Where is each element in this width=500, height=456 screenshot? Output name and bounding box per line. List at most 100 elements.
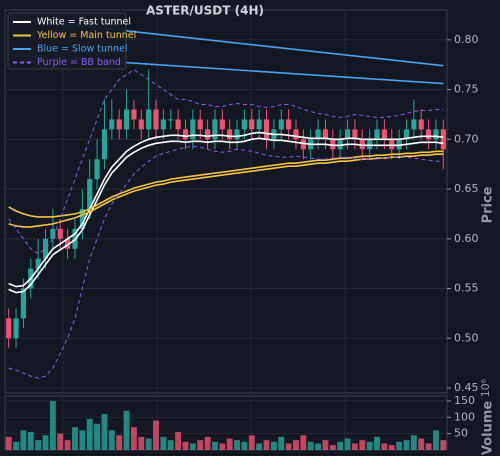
volume-bar bbox=[189, 443, 196, 450]
candle-body bbox=[131, 109, 137, 120]
volume-bar bbox=[285, 443, 292, 450]
volume-offset: 10⁶ bbox=[479, 378, 492, 397]
volume-bar bbox=[234, 440, 240, 450]
candle-body bbox=[367, 139, 373, 150]
volume-bar bbox=[27, 432, 34, 450]
volume-bar bbox=[307, 441, 314, 450]
candle-body bbox=[322, 129, 329, 140]
volume-bar bbox=[226, 438, 233, 450]
volume-bar bbox=[86, 418, 93, 450]
y-tick-label: 0.45 bbox=[454, 381, 479, 394]
y-tick-label: 0.70 bbox=[454, 132, 479, 145]
candle-body bbox=[13, 318, 19, 339]
volume-bar bbox=[425, 443, 432, 450]
volume-bar bbox=[248, 435, 255, 450]
legend-label: Blue = Slow tunnel bbox=[37, 44, 128, 55]
price-panel bbox=[4, 9, 448, 394]
volume-bar bbox=[182, 441, 189, 450]
y-tick-label: 0.65 bbox=[454, 182, 479, 195]
volume-bar bbox=[388, 445, 395, 450]
volume-bar bbox=[212, 441, 218, 450]
candle-body bbox=[440, 129, 446, 150]
volume-panel bbox=[4, 395, 448, 451]
candle-body bbox=[6, 318, 12, 339]
candle-body bbox=[389, 139, 395, 150]
volume-bar bbox=[418, 438, 425, 450]
y-tick-label: 0.50 bbox=[454, 331, 479, 344]
volume-bar bbox=[42, 435, 49, 450]
tunnel-line bbox=[8, 131, 444, 288]
candle-body bbox=[263, 119, 270, 140]
candle-body bbox=[344, 129, 351, 140]
volume-bar bbox=[351, 443, 358, 450]
candle-body bbox=[411, 119, 417, 130]
legend: White = Fast tunnel Yellow = Main tunnel B… bbox=[7, 12, 136, 70]
candle-body bbox=[234, 129, 240, 140]
legend-label: Yellow = Main tunnel bbox=[36, 30, 136, 41]
candle-body bbox=[182, 129, 189, 140]
candle-body bbox=[330, 139, 336, 150]
volume-bar bbox=[197, 440, 204, 450]
candle-body bbox=[315, 129, 321, 140]
volume-bar bbox=[145, 438, 152, 450]
candle-body bbox=[116, 119, 122, 130]
volume-bar bbox=[35, 440, 42, 450]
y-tick-label: 50 bbox=[454, 427, 468, 440]
volume-bar bbox=[270, 441, 277, 450]
volume-bar bbox=[329, 445, 336, 450]
volume-bar bbox=[366, 441, 373, 450]
candle-body bbox=[403, 129, 410, 140]
volume-bar bbox=[300, 435, 307, 450]
candle-body bbox=[241, 119, 247, 130]
y-tick-label: 150 bbox=[454, 394, 475, 407]
candle-body bbox=[79, 208, 85, 229]
candle-body bbox=[433, 129, 439, 140]
chart-title: ASTER/USDT (4H) bbox=[146, 4, 264, 18]
legend-label: White = Fast tunnel bbox=[37, 17, 131, 28]
candle-body bbox=[396, 139, 402, 150]
volume-bar bbox=[359, 440, 366, 450]
candle-body bbox=[175, 119, 181, 130]
candle-body bbox=[160, 119, 166, 130]
volume-bar bbox=[49, 400, 56, 450]
candle-body bbox=[278, 119, 284, 130]
candle-body bbox=[359, 139, 365, 150]
candle-body bbox=[249, 119, 255, 130]
candle-body bbox=[65, 238, 71, 249]
volume-bar bbox=[64, 440, 71, 450]
volume-bar bbox=[175, 432, 182, 450]
candle-body bbox=[337, 139, 343, 150]
volume-bar bbox=[108, 430, 115, 450]
volume-bar bbox=[13, 441, 19, 450]
candle-body bbox=[138, 119, 144, 130]
candle-body bbox=[227, 129, 233, 140]
volume-bar bbox=[57, 433, 64, 450]
candle-body bbox=[50, 228, 56, 239]
candle-body bbox=[219, 119, 225, 130]
candle-body bbox=[197, 119, 203, 130]
volume-bar bbox=[344, 438, 351, 450]
candle-body bbox=[101, 129, 108, 160]
volume-bar bbox=[116, 435, 123, 450]
candle-body bbox=[205, 129, 211, 140]
candle-body bbox=[42, 238, 49, 259]
volume-bar bbox=[256, 443, 263, 450]
volume-bar bbox=[20, 430, 27, 450]
volume-bar bbox=[322, 440, 329, 450]
volume-bar bbox=[101, 414, 108, 450]
tunnel-line bbox=[8, 150, 444, 218]
candle-body bbox=[374, 129, 380, 140]
y-tick-label: 0.60 bbox=[454, 232, 479, 245]
volume-bar bbox=[403, 440, 410, 450]
y-tick-label: 0.55 bbox=[454, 282, 479, 295]
candle-body bbox=[381, 129, 387, 140]
candle-body bbox=[153, 109, 159, 130]
candle-body bbox=[57, 228, 63, 239]
candle-body bbox=[212, 119, 218, 140]
volume-bar bbox=[433, 430, 439, 450]
volume-bar bbox=[204, 436, 211, 450]
y-axis-label: Price bbox=[481, 186, 496, 223]
volume-bar bbox=[219, 443, 226, 450]
candle-body bbox=[418, 119, 424, 130]
